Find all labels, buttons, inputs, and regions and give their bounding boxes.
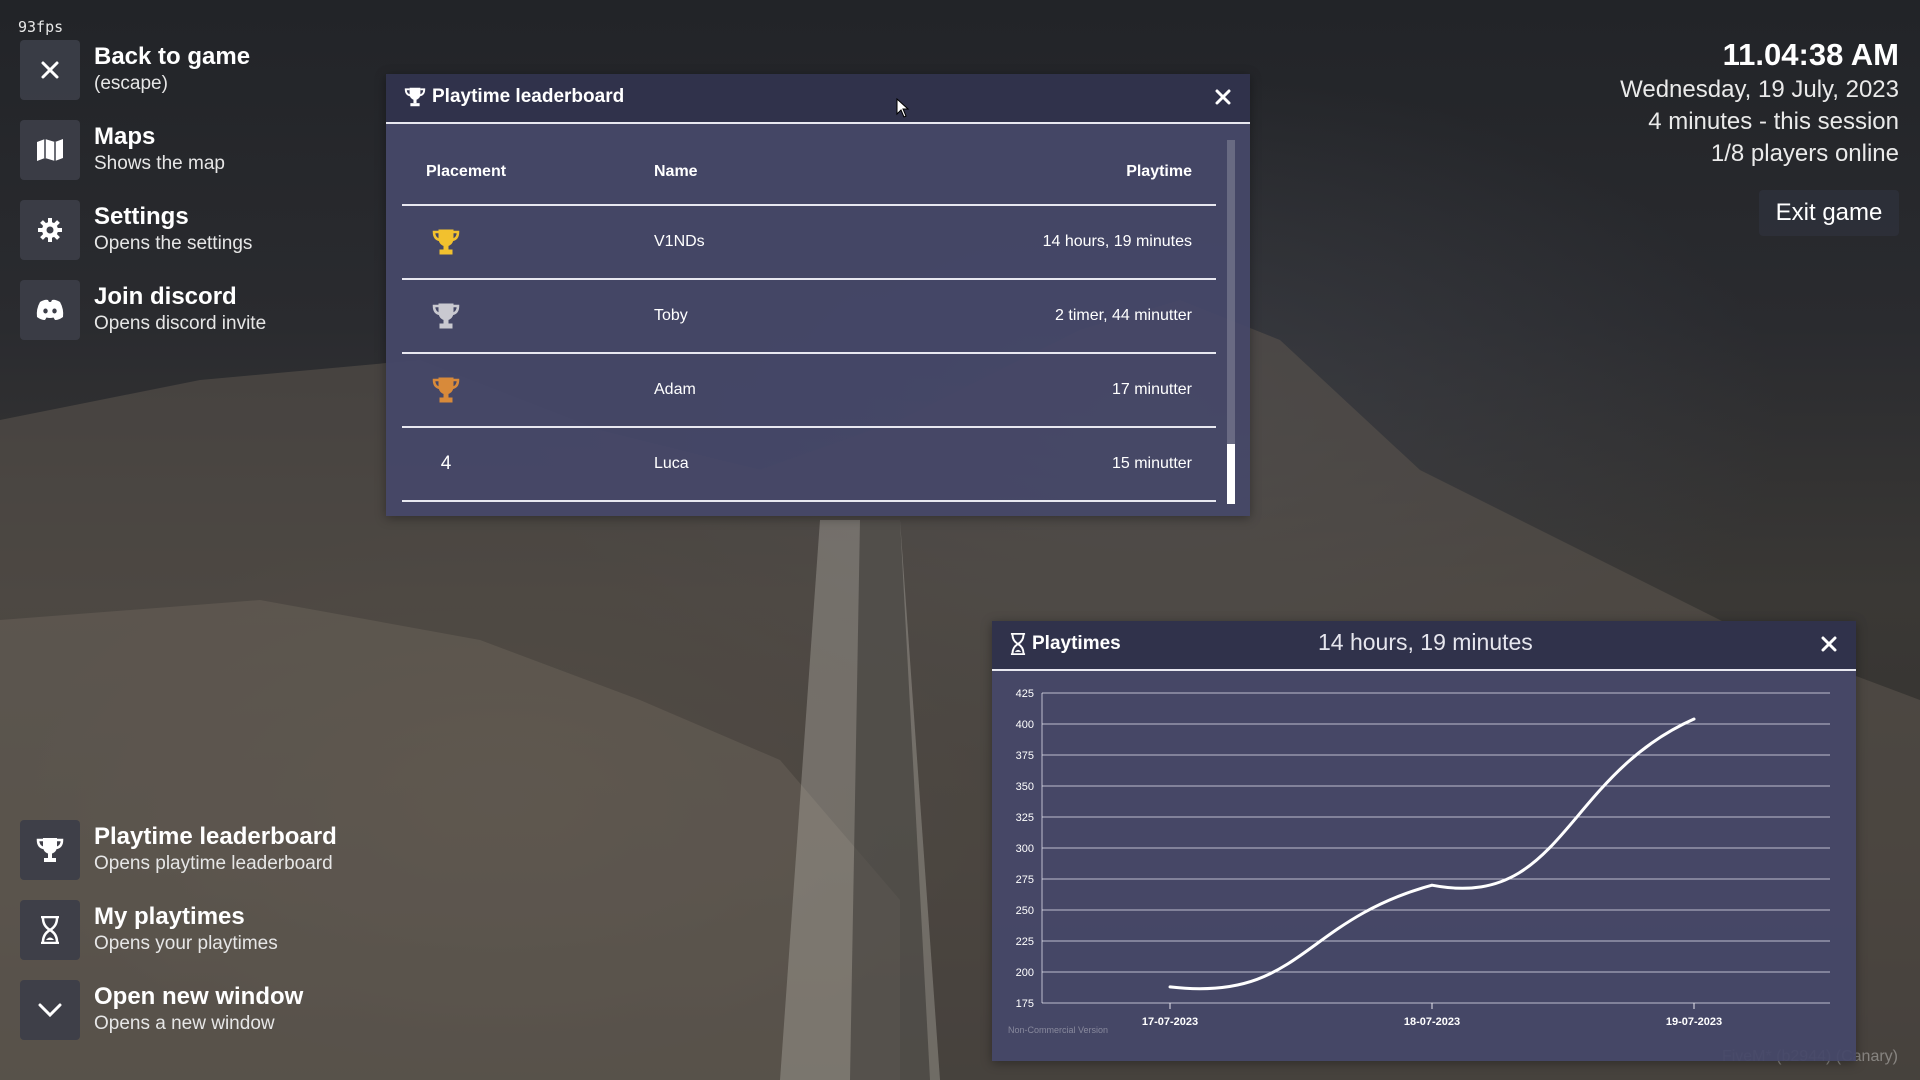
player-name: Adam <box>654 381 696 398</box>
menu-title: Join discord <box>94 283 237 310</box>
series-line <box>1168 717 1696 991</box>
y-tick-label: 425 <box>1016 688 1034 700</box>
menu-subtitle: Shows the map <box>94 153 225 174</box>
playtimes-title-wrap: Playtimes <box>1010 633 1121 655</box>
mouse-cursor-icon <box>896 98 910 118</box>
player-name: Luca <box>654 455 689 472</box>
y-tick-label: 375 <box>1016 750 1034 762</box>
menu-title: My playtimes <box>94 903 245 930</box>
menu-maps[interactable]: Maps Shows the map <box>20 120 225 180</box>
bronze-trophy-icon <box>432 377 460 403</box>
menu-subtitle: Opens discord invite <box>94 313 267 334</box>
menu-subtitle: Opens a new window <box>94 1013 275 1034</box>
y-tick-label: 225 <box>1016 936 1034 948</box>
playtimes-header[interactable]: Playtimes 14 hours, 19 minutes <box>992 621 1856 671</box>
silver-trophy-icon <box>432 303 460 329</box>
menu-open-new-window[interactable]: Open new window Opens a new window <box>20 980 303 1040</box>
discord-icon <box>20 280 80 340</box>
fps-counter: 93fps <box>18 18 64 36</box>
gear-icon <box>20 200 80 260</box>
menu-subtitle: Opens your playtimes <box>94 933 278 954</box>
table-row: V1NDs 14 hours, 19 minutes <box>402 206 1216 280</box>
menu-back-to-game[interactable]: Back to game (escape) <box>20 40 250 100</box>
y-tick-label: 200 <box>1016 967 1034 979</box>
hourglass-icon <box>20 900 80 960</box>
placement-number: 4 <box>440 453 452 474</box>
close-button[interactable] <box>1816 631 1842 657</box>
close-icon <box>20 40 80 100</box>
close-button[interactable] <box>1210 84 1236 110</box>
x-tick-label: 18-07-2023 <box>1404 1016 1460 1028</box>
player-playtime: 15 minutter <box>1111 455 1192 472</box>
y-tick-label: 350 <box>1016 781 1034 793</box>
total-playtime: 14 hours, 19 minutes <box>1318 629 1533 655</box>
menu-title: Settings <box>94 203 189 230</box>
close-icon <box>1821 636 1837 652</box>
menu-title: Open new window <box>94 983 304 1010</box>
y-tick-label: 325 <box>1016 812 1034 824</box>
player-playtime: 17 minutter <box>1111 381 1192 398</box>
gold-trophy-icon <box>432 229 460 255</box>
leaderboard-window: Playtime leaderboard Placement Name Play… <box>386 74 1250 516</box>
playtimes-title: Playtimes <box>1032 633 1121 654</box>
clock-time: 11.04:38 AM <box>1722 37 1899 72</box>
players-online: 1/8 players online <box>1710 140 1899 167</box>
status-panel: 11.04:38 AM Wednesday, 19 July, 2023 4 m… <box>1620 36 1899 170</box>
clock-date: Wednesday, 19 July, 2023 <box>1620 76 1899 103</box>
menu-playtime-leaderboard[interactable]: Playtime leaderboard Opens playtime lead… <box>20 820 337 880</box>
column-playtime: Playtime <box>1126 163 1192 180</box>
menu-join-discord[interactable]: Join discord Opens discord invite <box>20 280 266 340</box>
player-name: V1NDs <box>654 233 705 250</box>
map-icon <box>20 120 80 180</box>
chevron-down-icon <box>20 980 80 1040</box>
placement-cell <box>402 229 654 255</box>
column-name: Name <box>654 163 698 180</box>
player-playtime: 2 timer, 44 minutter <box>1055 307 1192 324</box>
exit-game-button[interactable]: Exit game <box>1759 190 1899 236</box>
y-tick-label: 275 <box>1016 874 1034 886</box>
placement-cell <box>402 377 654 403</box>
menu-my-playtimes[interactable]: My playtimes Opens your playtimes <box>20 900 278 960</box>
menu-title: Playtime leaderboard <box>94 823 337 850</box>
menu-title: Back to game <box>94 43 251 70</box>
column-placement: Placement <box>426 163 507 180</box>
x-tick-label: 19-07-2023 <box>1666 1016 1722 1028</box>
y-tick-label: 250 <box>1016 905 1034 917</box>
table-row: 4 Luca 15 minutter <box>402 428 1216 502</box>
trophy-icon <box>20 820 80 880</box>
y-tick-label: 400 <box>1016 719 1034 731</box>
leaderboard-table: Placement Name Playtime V1NDs 14 hours, … <box>402 140 1216 502</box>
leaderboard-title-wrap: Playtime leaderboard <box>404 86 624 108</box>
menu-subtitle: Opens playtime leaderboard <box>94 853 333 874</box>
menu-subtitle: Opens the settings <box>94 233 253 254</box>
playtimes-chart: 175 200 225 250 275 300 325 350 375 400 425 17-07-2… <box>1008 688 1830 1035</box>
scrollbar-track[interactable] <box>1227 140 1235 504</box>
table-row: Adam 17 minutter <box>402 354 1216 428</box>
x-tick-label: 17-07-2023 <box>1142 1016 1198 1028</box>
placement-cell: 4 <box>402 453 654 475</box>
scrollbar-thumb[interactable] <box>1227 444 1235 504</box>
leaderboard-header[interactable]: Playtime leaderboard <box>386 74 1250 124</box>
table-header: Placement Name Playtime <box>402 140 1216 206</box>
placement-cell <box>402 303 654 329</box>
table-row: Toby 2 timer, 44 minutter <box>402 280 1216 354</box>
menu-title: Maps <box>94 123 156 150</box>
chart-footnote: Non-Commercial Version <box>1008 1025 1108 1035</box>
y-tick-label: 175 <box>1016 998 1034 1010</box>
session-time: 4 minutes - this session <box>1648 108 1899 135</box>
menu-settings[interactable]: Settings Opens the settings <box>20 200 252 260</box>
leaderboard-title: Playtime leaderboard <box>432 86 625 107</box>
player-playtime: 14 hours, 19 minutes <box>1042 233 1192 250</box>
menu-subtitle: (escape) <box>94 73 168 94</box>
hourglass-icon <box>1010 633 1026 655</box>
player-name: Toby <box>654 307 688 324</box>
trophy-icon <box>404 87 426 107</box>
y-tick-label: 300 <box>1016 843 1034 855</box>
close-icon <box>1215 89 1231 105</box>
playtimes-window: Playtimes 14 hours, 19 minutes 175 200 225… <box>992 621 1856 1061</box>
